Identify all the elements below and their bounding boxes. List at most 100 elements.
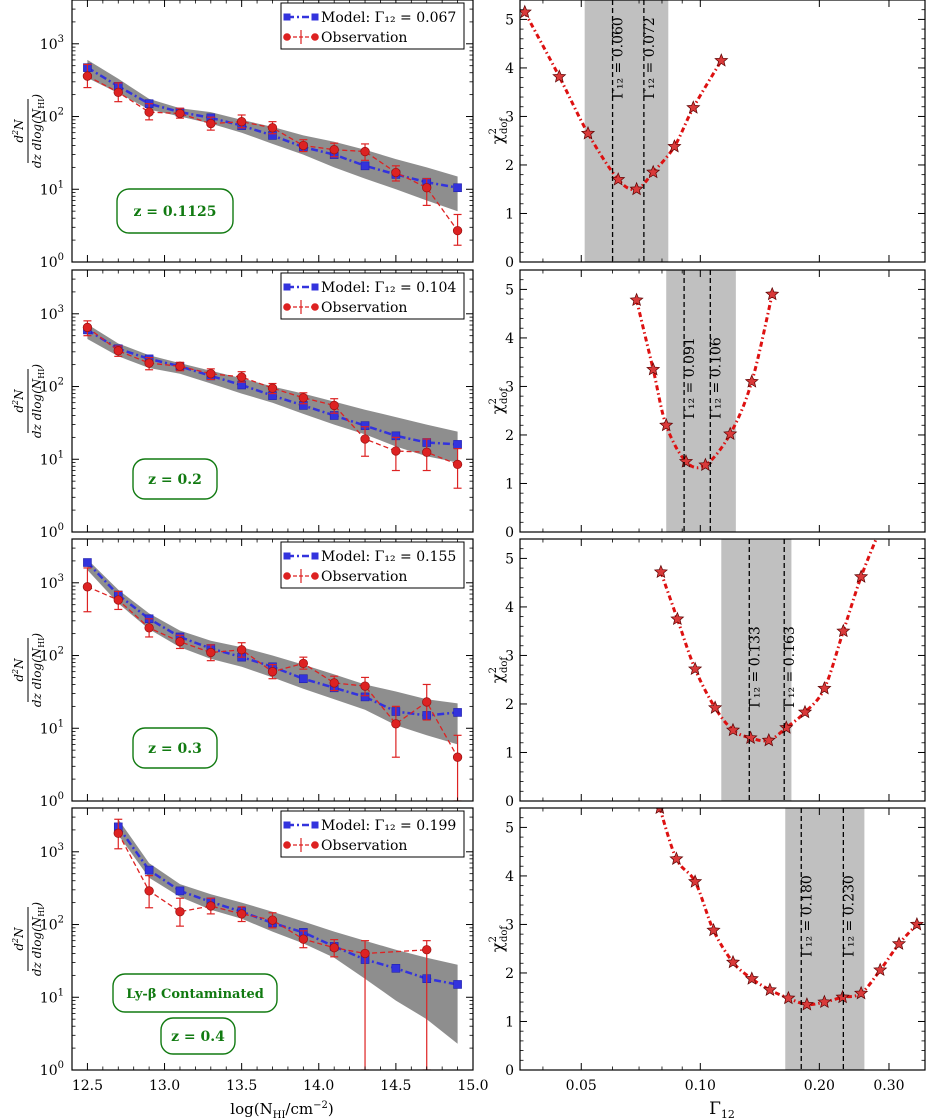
chi2-point	[686, 100, 701, 114]
y-tick-label: 102	[40, 377, 64, 396]
badge-box	[132, 458, 218, 500]
observation-point	[391, 446, 401, 456]
chi2-point	[708, 700, 723, 714]
redshift-badge: z = 0.1125	[116, 188, 234, 234]
model-line	[117, 826, 458, 986]
chi2-point	[854, 569, 869, 583]
x-tick-label: 14.0	[303, 1078, 334, 1094]
chi2-point	[765, 286, 780, 301]
y-tick-label: 102	[40, 915, 64, 934]
y-tick-label: 101	[40, 449, 64, 468]
y-label-numerator: d2N	[11, 119, 26, 143]
chi2-point	[688, 661, 703, 676]
y-tick-label: 1	[505, 476, 514, 492]
y-tick-label: 3	[505, 109, 514, 125]
observation-point	[237, 645, 247, 655]
chi2-point	[761, 732, 776, 747]
chi2-point	[817, 680, 832, 695]
observation-point	[329, 943, 339, 953]
legend-obs-label: Observation	[321, 30, 407, 46]
model-point	[360, 161, 370, 171]
observation-point	[329, 400, 339, 411]
observation-point	[267, 915, 278, 925]
y-tick-label: 101	[40, 179, 64, 198]
confidence-shade	[721, 539, 792, 801]
observation-point	[329, 678, 339, 688]
observation-point	[144, 107, 154, 117]
observation-point	[422, 183, 432, 193]
badge-label: z = 0.4	[171, 1029, 225, 1045]
chi2-point	[909, 916, 924, 931]
observation-point	[113, 87, 123, 97]
bound-label: Γ₁₂ = 0.163	[782, 626, 798, 708]
redshift-badge: z = 0.2	[132, 458, 218, 500]
legend-model-marker	[283, 552, 291, 560]
legend-obs-marker	[311, 572, 319, 580]
chi2-point	[779, 720, 794, 734]
legend-model-label: Model: Γ₁₂ = 0.067	[321, 10, 456, 26]
legend-model-marker	[283, 821, 291, 829]
redshift-badge: z = 0.3	[132, 727, 218, 769]
axes-frame	[519, 807, 926, 1071]
observation-point	[113, 346, 123, 356]
chi2-point	[659, 417, 674, 432]
chi2-point	[688, 874, 703, 888]
observation-point	[267, 123, 278, 133]
y-tick-label: 4	[505, 869, 514, 885]
y-tick-label: 2	[505, 428, 514, 444]
y-tick-label: 0	[505, 1063, 514, 1079]
bound-label: Γ₁₂ = 0.106	[708, 337, 724, 419]
chi2-y-axis-label: χ2dof	[488, 925, 510, 953]
model-point	[453, 708, 462, 717]
chi2-y-axis-label: χ2dof	[488, 117, 510, 145]
legend-obs-label: Observation	[321, 838, 407, 854]
y-tick-label: 4	[505, 600, 514, 616]
chi2-point	[653, 564, 668, 579]
legend-obs-label: Observation	[321, 300, 407, 316]
bound-label: Γ₁₂ = 0.180	[799, 875, 815, 957]
chi2-point	[743, 730, 758, 744]
y-tick-label: 2	[505, 158, 514, 174]
x-tick-label: 0.30	[873, 1078, 904, 1094]
observation-point	[206, 901, 216, 911]
plot-area	[655, 808, 924, 1070]
y-tick-label: 2	[505, 966, 514, 982]
chi2-panel-3: Γ₁₂ = 0.180 Γ₁₂ = 0.230 0 1 2 3 4 5 0.05 0.10 0.20…	[488, 807, 926, 1094]
plot-area	[520, 0, 729, 262]
chi2-point	[835, 989, 850, 1004]
confidence-shade	[666, 270, 736, 532]
legend-model-marker	[283, 13, 291, 21]
observation-line	[117, 832, 427, 955]
y-tick-label: 0	[505, 255, 514, 271]
observation-point	[391, 167, 401, 178]
legend-model-label: Model: Γ₁₂ = 0.104	[321, 280, 456, 296]
legend-box	[280, 810, 465, 858]
model-point	[453, 980, 462, 989]
chi2-panel-2: Γ₁₂ = 0.133 Γ₁₂ = 0.163 0 1 2 3 4 5 χ2dof	[488, 538, 926, 810]
observation-point	[360, 681, 370, 691]
y-tick-label: 103	[40, 34, 64, 53]
chi2-point	[762, 982, 777, 996]
y-tick-label: 5	[505, 551, 514, 567]
y-axis-label: d2N dz dlog(NHI)	[11, 94, 46, 169]
y-label-denominator: dz dlog(NHI)	[30, 364, 46, 439]
legend-model-marker	[311, 552, 319, 560]
chi2-point	[706, 922, 721, 937]
observation-point	[298, 140, 308, 151]
observation-point	[422, 447, 432, 457]
chi2-point	[726, 954, 741, 969]
observation-point	[144, 358, 154, 368]
observation-point	[237, 117, 247, 127]
y-label-denominator: dz dlog(NHI)	[30, 902, 46, 977]
chi2-point	[611, 172, 626, 186]
chi2-point	[817, 994, 832, 1009]
legend-box	[280, 272, 465, 320]
badge-label: z = 0.2	[148, 472, 202, 488]
badge-label: z = 0.3	[148, 741, 202, 757]
chi2-panel-1: Γ₁₂ = 0.091 Γ₁₂ = 0.106 0 1 2 3 4 5 χ2dof	[488, 269, 926, 541]
observation-point	[298, 393, 308, 403]
x-tick-label: 0.05	[566, 1078, 597, 1094]
legend-model-label: Model: Γ₁₂ = 0.199	[321, 818, 456, 834]
y-label-numerator: d2N	[11, 658, 26, 682]
